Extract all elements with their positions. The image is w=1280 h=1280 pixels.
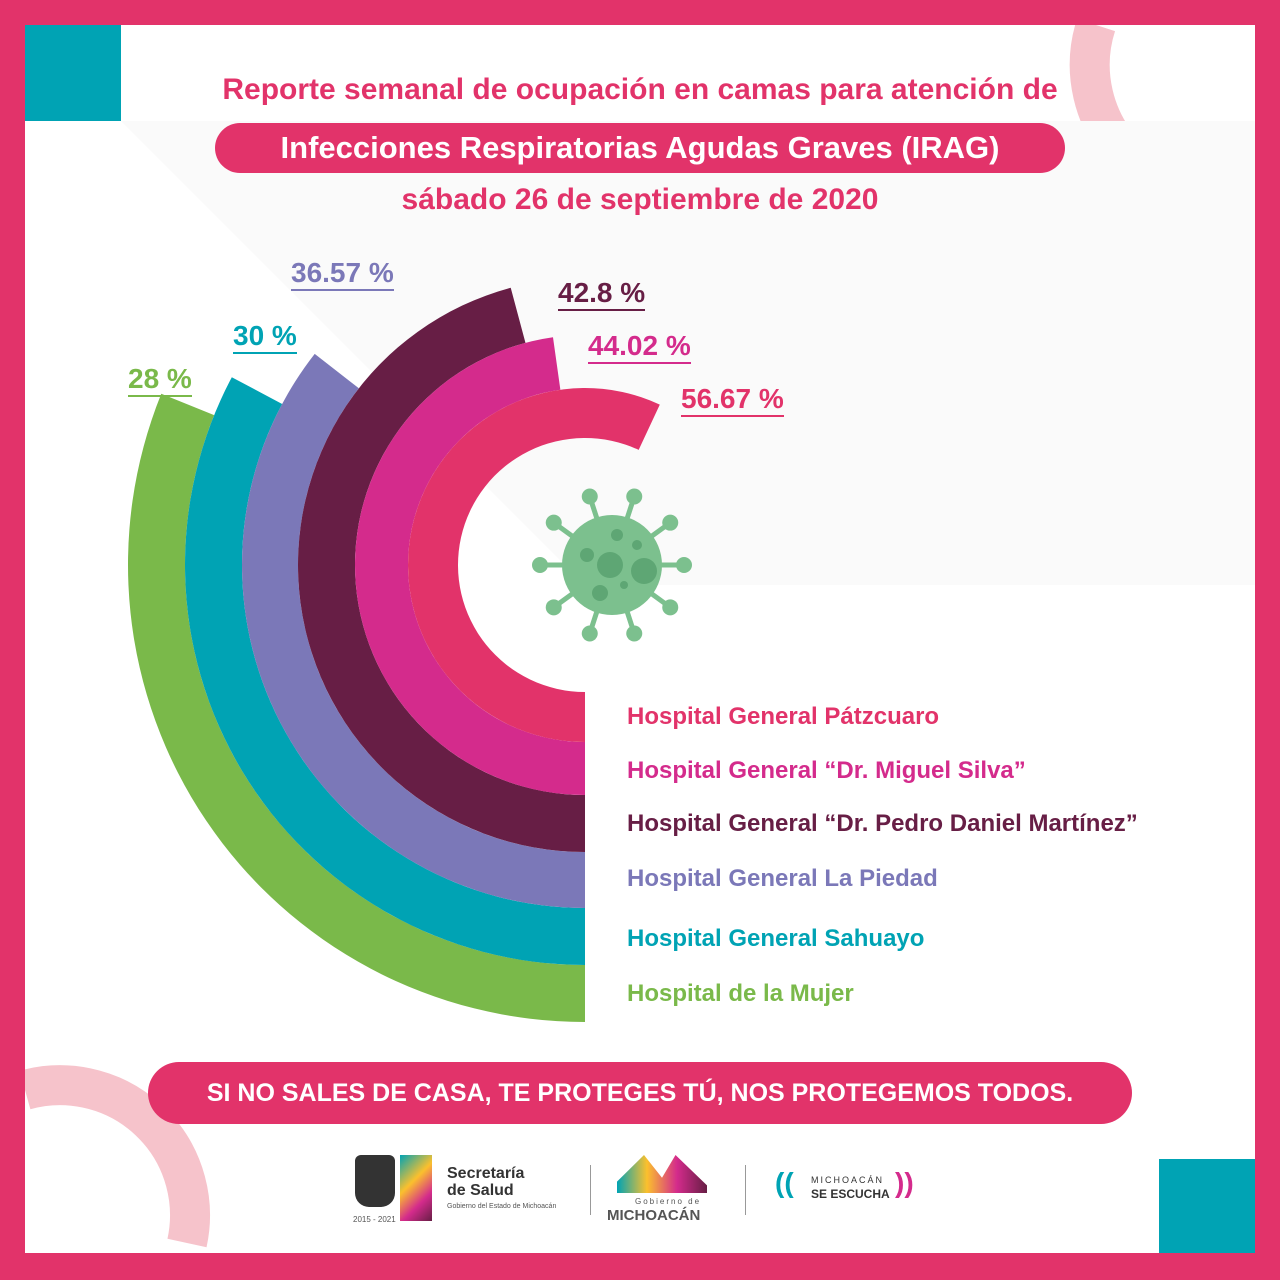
value-label: 28 %: [128, 363, 192, 397]
background-decor: [25, 25, 1255, 1253]
category-label: Hospital General “Dr. Miguel Silva”: [627, 757, 1026, 784]
state-seal-logo: [355, 1155, 395, 1207]
category-label: Hospital General La Piedad: [627, 865, 938, 892]
value-label: 36.57 %: [291, 257, 394, 291]
corner-square-top: [25, 25, 121, 121]
value-label: 44.02 %: [588, 330, 691, 364]
category-label: Hospital de la Mujer: [627, 980, 854, 1007]
corner-square-bottom: [1159, 1159, 1255, 1253]
arc-bar: [408, 388, 660, 742]
salud-logo-mark: [400, 1155, 432, 1221]
michoacan-label: MICHOACÁN: [607, 1207, 701, 1224]
value-label: 30 %: [233, 320, 297, 354]
category-label: Hospital General Sahuayo: [627, 925, 925, 952]
arc-bar: [184, 377, 585, 965]
michoacan-logo-mark: [617, 1155, 707, 1193]
corner-ring-bottom: [25, 1065, 210, 1248]
gobierno-de-label: Gobierno de: [635, 1197, 702, 1206]
arc-bar: [298, 287, 585, 852]
arc-bar: [354, 337, 585, 796]
value-label: 42.8 %: [558, 277, 646, 311]
title-highlight: Infecciones Respiratorias Agudas Graves …: [215, 123, 1065, 173]
years-label: 2015 - 2021: [353, 1215, 396, 1224]
footer-logos: 2015 - 2021 Secretaría de Salud Gobierno…: [353, 1155, 955, 1230]
salud-title-2: de Salud: [447, 1182, 514, 1199]
category-label: Hospital General “Dr. Pedro Daniel Martí…: [627, 810, 1138, 837]
salud-title-1: Secretaría: [447, 1165, 525, 1182]
infographic-card: Reporte semanal de ocupación en camas pa…: [25, 25, 1255, 1253]
report-date: sábado 26 de septiembre de 2020: [401, 183, 879, 216]
slogan-banner: SI NO SALES DE CASA, TE PROTEGES TÚ, NOS…: [148, 1062, 1132, 1124]
value-label: 56.67 %: [681, 383, 784, 417]
salud-subtitle: Gobierno del Estado de Michoacán: [447, 1203, 557, 1210]
virus-icon: [532, 488, 692, 642]
escucha-line-2: SE ESCUCHA: [811, 1187, 890, 1201]
arc-bar: [127, 393, 586, 1022]
category-label: Hospital General Pátzcuaro: [627, 703, 940, 730]
title-line-1: Reporte semanal de ocupación en camas pa…: [222, 73, 1058, 106]
escucha-line-1: MICHOACÁN: [811, 1175, 885, 1185]
arc-bar: [241, 353, 585, 909]
escucha-logo: ((: [775, 1167, 794, 1198]
